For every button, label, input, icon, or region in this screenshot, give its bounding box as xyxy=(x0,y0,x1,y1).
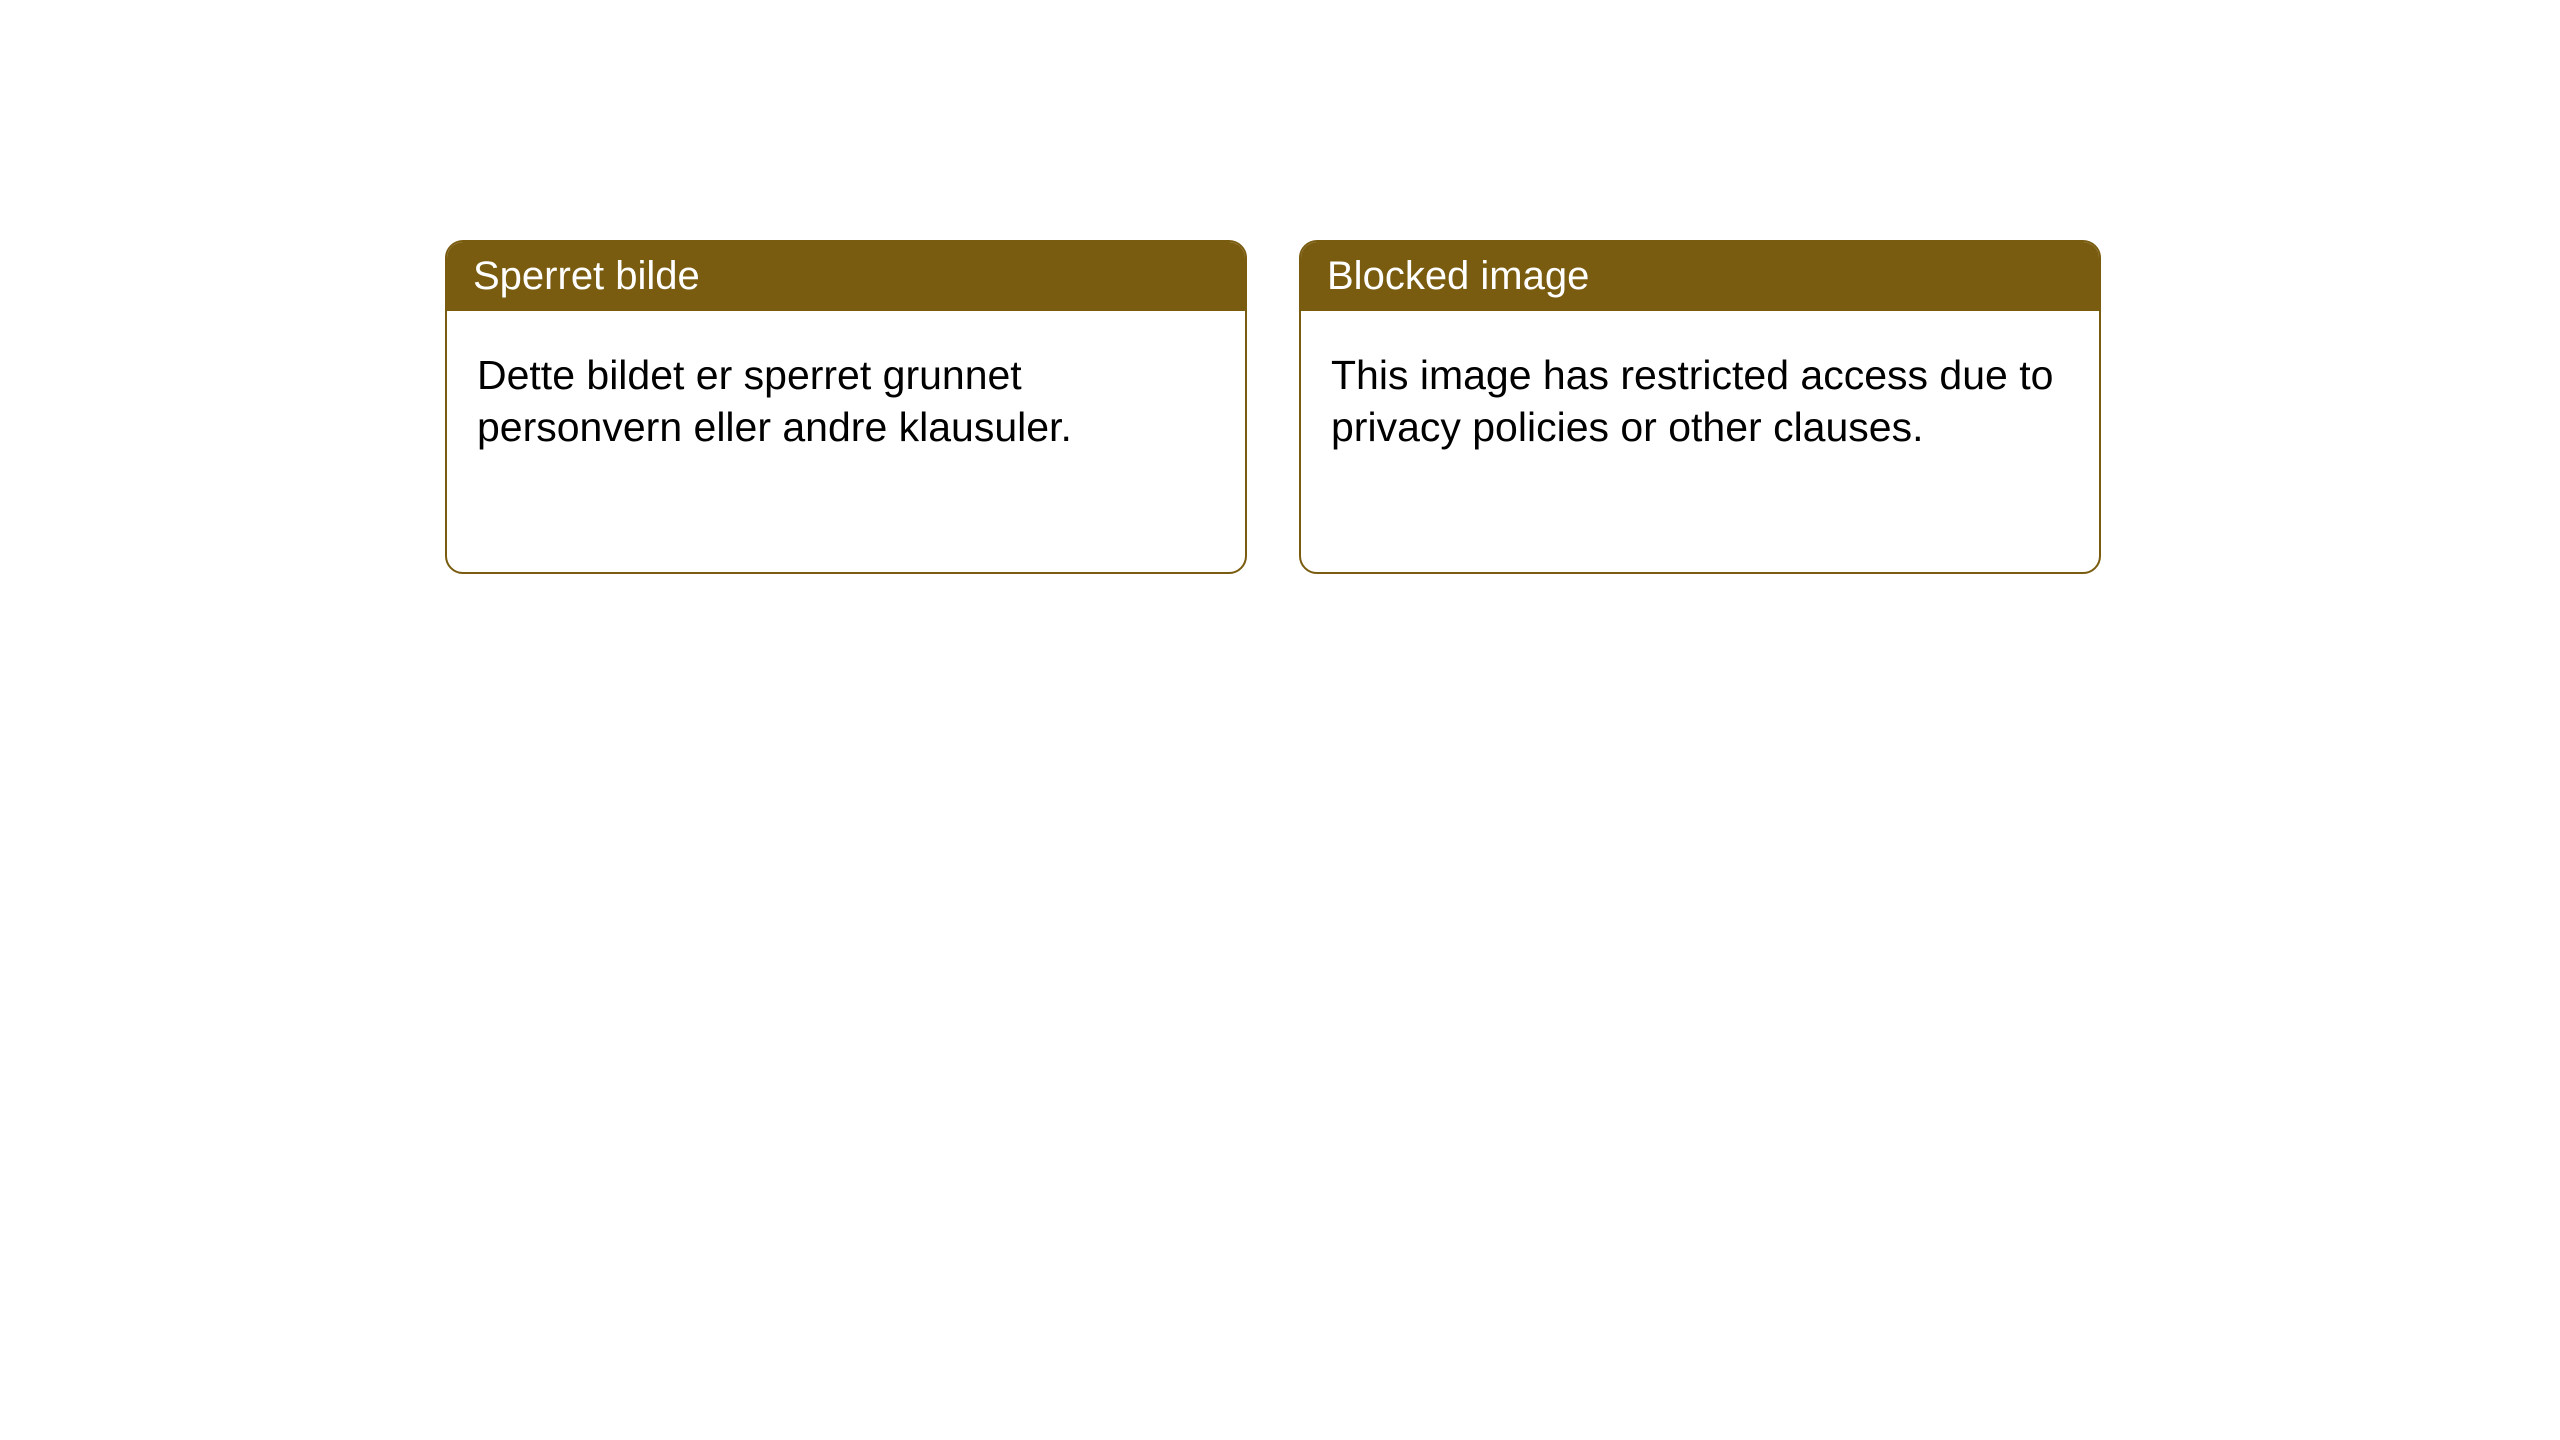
notice-title: Blocked image xyxy=(1301,242,2099,311)
notice-title: Sperret bilde xyxy=(447,242,1245,311)
notice-body: Dette bildet er sperret grunnet personve… xyxy=(447,311,1245,492)
notice-card-norwegian: Sperret bilde Dette bildet er sperret gr… xyxy=(445,240,1247,574)
notice-card-english: Blocked image This image has restricted … xyxy=(1299,240,2101,574)
notice-body: This image has restricted access due to … xyxy=(1301,311,2099,492)
notice-container: Sperret bilde Dette bildet er sperret gr… xyxy=(0,0,2560,574)
